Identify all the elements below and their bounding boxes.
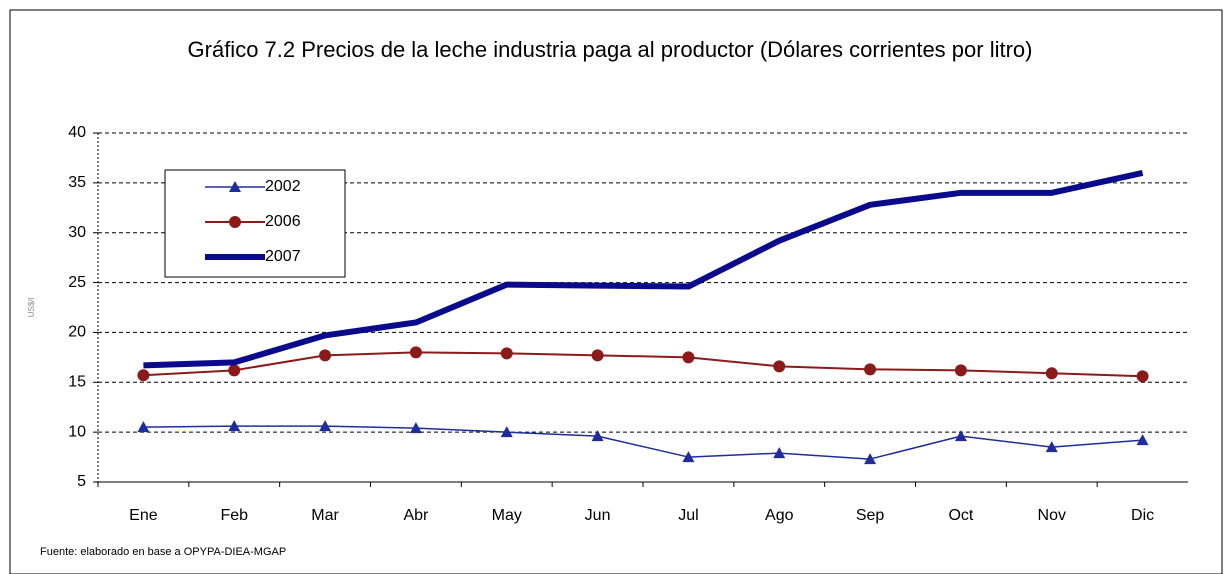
x-tick-label: Oct [948, 507, 973, 524]
legend-label: 2006 [265, 213, 301, 230]
x-tick-label: Abr [403, 507, 429, 524]
data-point [228, 364, 241, 377]
data-point [500, 347, 513, 360]
x-tick-label: Feb [220, 507, 248, 524]
data-point [1045, 441, 1058, 453]
y-tick-label: 25 [68, 274, 86, 291]
data-point [682, 451, 695, 463]
x-tick-label: Mar [311, 507, 339, 524]
data-point [591, 349, 604, 362]
x-tick-label: Ago [765, 507, 794, 524]
series-line [143, 351, 1143, 378]
data-point [954, 430, 967, 442]
y-axis-label: US$/l [27, 297, 36, 317]
data-point [137, 421, 150, 433]
x-tick-label: Jul [678, 507, 698, 524]
y-tick-label: 40 [68, 124, 86, 141]
frame [9, 9, 1223, 574]
x-tick-label: Ene [129, 507, 158, 524]
x-tick-label: Dic [1131, 507, 1154, 524]
data-point [864, 453, 877, 465]
y-tick-label: 15 [68, 374, 86, 391]
source: Fuente: elaborado en base a OPYPA-DIEA-M… [40, 546, 286, 558]
data-point [773, 447, 786, 459]
data-point [319, 349, 332, 362]
legend-label: 2002 [265, 178, 301, 195]
y-tick-label: 20 [68, 324, 86, 341]
chart-title: Gráfico 7.2 Precios de la leche industri… [187, 37, 1033, 62]
data-point [773, 360, 786, 373]
data-point [409, 346, 422, 359]
series-line [143, 169, 1144, 369]
data-point [591, 430, 604, 442]
data-point [954, 364, 967, 377]
y-tick-label: 35 [68, 174, 86, 191]
data-point [1136, 370, 1149, 383]
legend-marker [229, 216, 241, 228]
x-tick-label: Nov [1038, 507, 1066, 524]
data-point [228, 420, 241, 432]
data-point [409, 422, 422, 434]
x-tick-label: May [492, 507, 522, 524]
x-tick-label: Sep [856, 507, 885, 524]
data-point [500, 426, 513, 438]
y-tick-label: 30 [68, 224, 86, 241]
x-tick-label: Jun [585, 507, 611, 524]
data-point [864, 363, 877, 376]
series-line [143, 425, 1143, 460]
legend-marker [229, 181, 241, 192]
data-point [137, 369, 150, 382]
legend-label: 2007 [265, 248, 301, 265]
y-tick-label: 5 [77, 473, 86, 490]
data-point [1136, 434, 1149, 446]
data-point [682, 351, 695, 364]
data-point [1045, 367, 1058, 380]
data-point [319, 420, 332, 432]
legend [164, 169, 346, 278]
y-tick-label: 10 [68, 423, 86, 440]
